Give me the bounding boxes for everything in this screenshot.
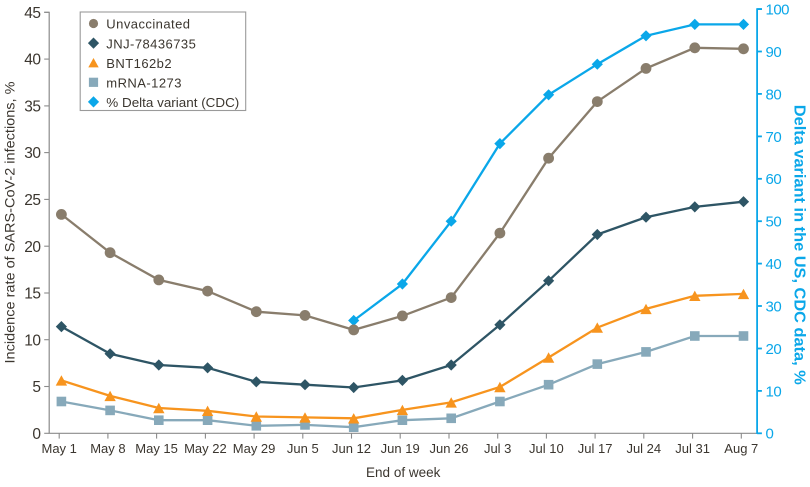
svg-text:May 15: May 15 (135, 441, 178, 456)
svg-text:Incidence rate of SARS-CoV-2 i: Incidence rate of SARS-CoV-2 infections,… (3, 82, 18, 364)
svg-text:May 29: May 29 (233, 441, 276, 456)
svg-text:JNJ-78436735: JNJ-78436735 (106, 36, 196, 51)
svg-text:100: 100 (766, 2, 790, 19)
svg-text:15: 15 (24, 286, 40, 303)
svg-text:20: 20 (766, 341, 782, 358)
svg-text:Jul 31: Jul 31 (675, 441, 710, 456)
svg-text:Unvaccinated: Unvaccinated (106, 17, 190, 32)
svg-text:60: 60 (766, 171, 782, 188)
svg-text:50: 50 (766, 214, 782, 231)
svg-text:25: 25 (24, 192, 40, 209)
svg-text:10: 10 (766, 383, 782, 400)
svg-text:Jun 5: Jun 5 (287, 441, 319, 456)
svg-text:Delta variant in the US, CDC d: Delta variant in the US, CDC data, % (791, 105, 808, 385)
svg-text:May 22: May 22 (184, 441, 227, 456)
svg-text:20: 20 (24, 239, 41, 256)
svg-text:Jun 12: Jun 12 (332, 441, 371, 456)
svg-text:45: 45 (24, 5, 40, 22)
svg-text:Jul 24: Jul 24 (626, 441, 661, 456)
svg-text:% Delta variant (CDC): % Delta variant (CDC) (106, 95, 239, 110)
svg-text:Jul 17: Jul 17 (578, 441, 613, 456)
svg-text:40: 40 (24, 52, 41, 69)
svg-text:Jun 19: Jun 19 (381, 441, 420, 456)
svg-text:35: 35 (24, 99, 40, 116)
svg-text:0: 0 (32, 426, 41, 443)
svg-text:End of week: End of week (366, 465, 441, 480)
svg-text:mRNA-1273: mRNA-1273 (106, 76, 182, 91)
svg-text:May 8: May 8 (90, 441, 125, 456)
svg-text:90: 90 (766, 44, 782, 61)
svg-text:Jul 10: Jul 10 (529, 441, 564, 456)
svg-text:30: 30 (24, 145, 41, 162)
svg-text:70: 70 (766, 129, 782, 146)
svg-text:5: 5 (32, 379, 40, 396)
svg-text:BNT162b2: BNT162b2 (106, 56, 172, 71)
svg-text:Aug 7: Aug 7 (724, 441, 758, 456)
svg-text:10: 10 (24, 332, 41, 349)
svg-text:Jun 26: Jun 26 (429, 441, 468, 456)
svg-text:Jul 3: Jul 3 (484, 441, 511, 456)
svg-text:30: 30 (766, 298, 782, 315)
svg-text:80: 80 (766, 86, 782, 103)
svg-text:0: 0 (766, 426, 774, 443)
svg-text:May 1: May 1 (41, 441, 76, 456)
svg-text:40: 40 (766, 256, 782, 273)
